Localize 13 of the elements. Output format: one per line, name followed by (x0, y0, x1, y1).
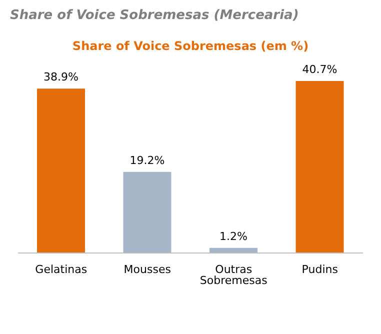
bar (37, 88, 85, 253)
data-label: 40.7% (302, 63, 338, 76)
x-tick-label: Gelatinas (35, 262, 88, 276)
bar (123, 172, 172, 253)
data-label: 38.9% (44, 70, 78, 84)
x-tick-label: Pudins (302, 262, 338, 276)
chart-subtitle: Share of Voice Sobremesas (em %) (71, 39, 310, 53)
data-label: 1.2% (220, 230, 248, 243)
data-label: 19.2% (130, 154, 165, 167)
bar (296, 81, 344, 253)
chart-title: Share of Voice Sobremesas (Mercearia) (9, 8, 300, 23)
x-tick-label: Outras Sobremesas (200, 262, 268, 287)
x-tick-label: Mousses (124, 262, 172, 276)
